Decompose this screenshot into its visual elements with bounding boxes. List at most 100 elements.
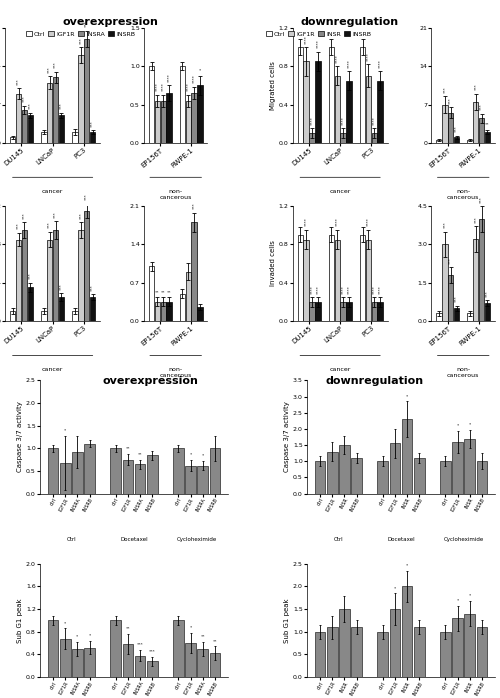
Bar xyxy=(464,438,475,493)
Bar xyxy=(198,648,208,677)
Bar xyxy=(72,132,78,143)
Text: ***: *** xyxy=(90,284,94,290)
Y-axis label: Invaded cells: Invaded cells xyxy=(270,241,276,286)
Bar xyxy=(327,452,338,493)
Text: ****: **** xyxy=(372,285,376,294)
Text: *: * xyxy=(456,598,458,602)
Bar xyxy=(378,80,383,143)
Text: *: * xyxy=(468,593,471,597)
Bar xyxy=(134,655,145,677)
Text: *: * xyxy=(456,423,458,427)
Bar xyxy=(22,230,27,321)
Text: ***: *** xyxy=(454,126,458,132)
Bar xyxy=(464,614,475,677)
Y-axis label: Sub G1 peak: Sub G1 peak xyxy=(284,598,290,643)
Text: ***: *** xyxy=(22,212,26,219)
Bar xyxy=(90,132,96,143)
Bar xyxy=(484,132,490,143)
Text: *: * xyxy=(64,429,66,432)
Bar xyxy=(28,288,33,321)
Text: ***: *** xyxy=(84,193,88,200)
Bar xyxy=(448,112,454,143)
Bar xyxy=(298,47,303,143)
Text: Ctrl: Ctrl xyxy=(334,537,343,542)
Text: ***: *** xyxy=(28,103,32,110)
Bar xyxy=(436,313,442,321)
Bar xyxy=(346,302,352,321)
Bar xyxy=(16,94,22,143)
Bar xyxy=(479,118,484,143)
Text: ***: *** xyxy=(48,222,52,228)
Text: ***: *** xyxy=(136,642,143,646)
Bar xyxy=(442,244,448,321)
Text: overexpression: overexpression xyxy=(102,376,198,385)
Text: ****: **** xyxy=(304,35,308,43)
Bar xyxy=(328,47,334,143)
Bar xyxy=(90,297,96,321)
Text: Ctrl: Ctrl xyxy=(66,537,76,542)
Bar xyxy=(372,133,377,143)
Text: cancer: cancer xyxy=(42,188,64,194)
Text: ***: *** xyxy=(480,103,484,110)
Text: ***: *** xyxy=(54,61,58,68)
Bar xyxy=(72,311,78,321)
Bar xyxy=(452,618,463,677)
Bar xyxy=(166,93,172,143)
Bar xyxy=(122,460,134,493)
Text: **: ** xyxy=(126,447,130,451)
Text: ****: **** xyxy=(378,59,382,68)
Bar xyxy=(84,648,95,677)
Bar xyxy=(314,632,326,677)
Bar xyxy=(440,632,450,677)
Bar xyxy=(476,461,488,493)
Text: ***: *** xyxy=(443,221,447,228)
Text: **: ** xyxy=(126,627,130,630)
Bar xyxy=(60,639,70,677)
Bar xyxy=(402,419,412,493)
Bar xyxy=(390,443,400,493)
Bar xyxy=(328,235,334,321)
Text: *: * xyxy=(406,563,408,567)
Bar xyxy=(22,110,27,143)
Text: ****: **** xyxy=(378,285,382,294)
Bar xyxy=(186,272,191,321)
Bar xyxy=(473,102,478,143)
Text: ****: **** xyxy=(304,218,308,226)
Text: *: * xyxy=(190,625,192,630)
Text: cancer: cancer xyxy=(330,367,351,372)
Bar xyxy=(436,140,442,143)
Bar xyxy=(315,302,320,321)
Bar xyxy=(134,464,145,493)
Legend: Ctrl, IGF1R, INSR, INSRB: Ctrl, IGF1R, INSR, INSRB xyxy=(263,29,374,40)
Text: ****: **** xyxy=(347,285,351,294)
Text: ***: *** xyxy=(84,20,88,27)
Bar xyxy=(110,621,121,677)
Bar xyxy=(154,101,160,143)
Bar xyxy=(47,239,52,321)
Bar xyxy=(315,61,320,143)
Text: ***: *** xyxy=(192,202,196,209)
Text: ****: **** xyxy=(335,54,339,63)
Bar xyxy=(298,235,303,321)
Text: Cycloheximide: Cycloheximide xyxy=(176,537,217,542)
Text: ****: **** xyxy=(161,82,165,91)
Text: *: * xyxy=(198,68,201,73)
Bar xyxy=(378,302,383,321)
Text: ***: *** xyxy=(443,86,447,93)
Text: ***: *** xyxy=(486,290,490,297)
Bar xyxy=(180,294,185,321)
Bar xyxy=(454,138,459,143)
Bar xyxy=(484,303,490,321)
Bar xyxy=(149,66,154,143)
Bar xyxy=(442,105,448,143)
Bar xyxy=(41,311,46,321)
Bar xyxy=(160,101,166,143)
Bar xyxy=(448,275,454,321)
Bar xyxy=(339,609,350,677)
Bar xyxy=(84,211,89,321)
Bar xyxy=(58,297,64,321)
Bar xyxy=(41,132,46,143)
Bar xyxy=(185,466,196,493)
Text: **: ** xyxy=(485,122,490,126)
Text: ***: *** xyxy=(16,223,20,230)
